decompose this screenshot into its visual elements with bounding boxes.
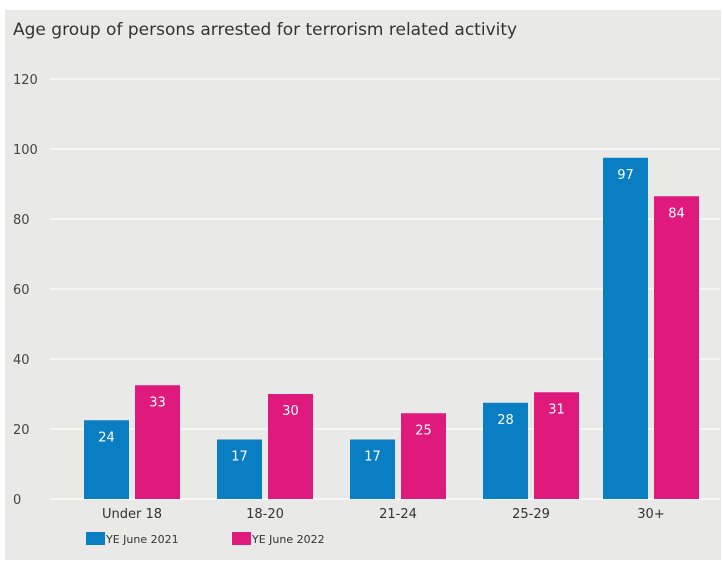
bar-ye-june-2021 (84, 420, 129, 499)
data-label: 30 (282, 404, 299, 419)
data-label: 28 (497, 413, 514, 428)
y-tick-label: 60 (13, 283, 30, 298)
data-label: 25 (415, 423, 432, 438)
data-label: 33 (149, 395, 166, 410)
data-label: 97 (617, 168, 634, 183)
legend-label: YE June 2021 (105, 533, 179, 546)
y-tick-label: 80 (13, 213, 30, 228)
bar-ye-june-2022 (401, 413, 446, 499)
bar-ye-june-2022 (135, 385, 180, 499)
bars (84, 157, 699, 499)
bar-ye-june-2021 (603, 157, 648, 499)
x-axis-ticks: Under 18 18-20 21-24 25-29 30+ (102, 507, 665, 522)
bar-ye-june-2021 (217, 439, 262, 499)
x-tick-label: 30+ (637, 507, 664, 522)
data-label: 17 (231, 450, 248, 465)
y-tick-label: 0 (13, 493, 21, 508)
legend-swatch (86, 532, 105, 545)
x-tick-label: 18-20 (246, 507, 284, 522)
bar-ye-june-2021 (483, 402, 528, 499)
bar-ye-june-2021 (350, 439, 395, 499)
data-label: 84 (668, 206, 685, 221)
y-tick-label: 100 (13, 143, 38, 158)
bar-ye-june-2022 (534, 392, 579, 499)
legend-swatch (232, 532, 251, 545)
data-label: 24 (98, 430, 115, 445)
data-labels: 24 33 17 30 17 25 28 31 97 84 (98, 168, 685, 465)
bar-ye-june-2022 (654, 196, 699, 499)
data-label: 17 (364, 450, 381, 465)
y-tick-label: 40 (13, 353, 30, 368)
x-tick-label: 25-29 (512, 507, 550, 522)
data-label: 31 (548, 402, 565, 417)
y-axis-ticks: 0 20 40 60 80 100 120 (13, 73, 38, 508)
legend-label: YE June 2022 (251, 533, 325, 546)
legend: YE June 2021 YE June 2022 (86, 532, 325, 546)
y-tick-label: 20 (13, 423, 30, 438)
x-tick-label: 21-24 (379, 507, 417, 522)
bar-ye-june-2022 (268, 394, 313, 499)
chart-title: Age group of persons arrested for terror… (13, 20, 518, 40)
y-tick-label: 120 (13, 73, 38, 88)
x-tick-label: Under 18 (102, 507, 162, 522)
